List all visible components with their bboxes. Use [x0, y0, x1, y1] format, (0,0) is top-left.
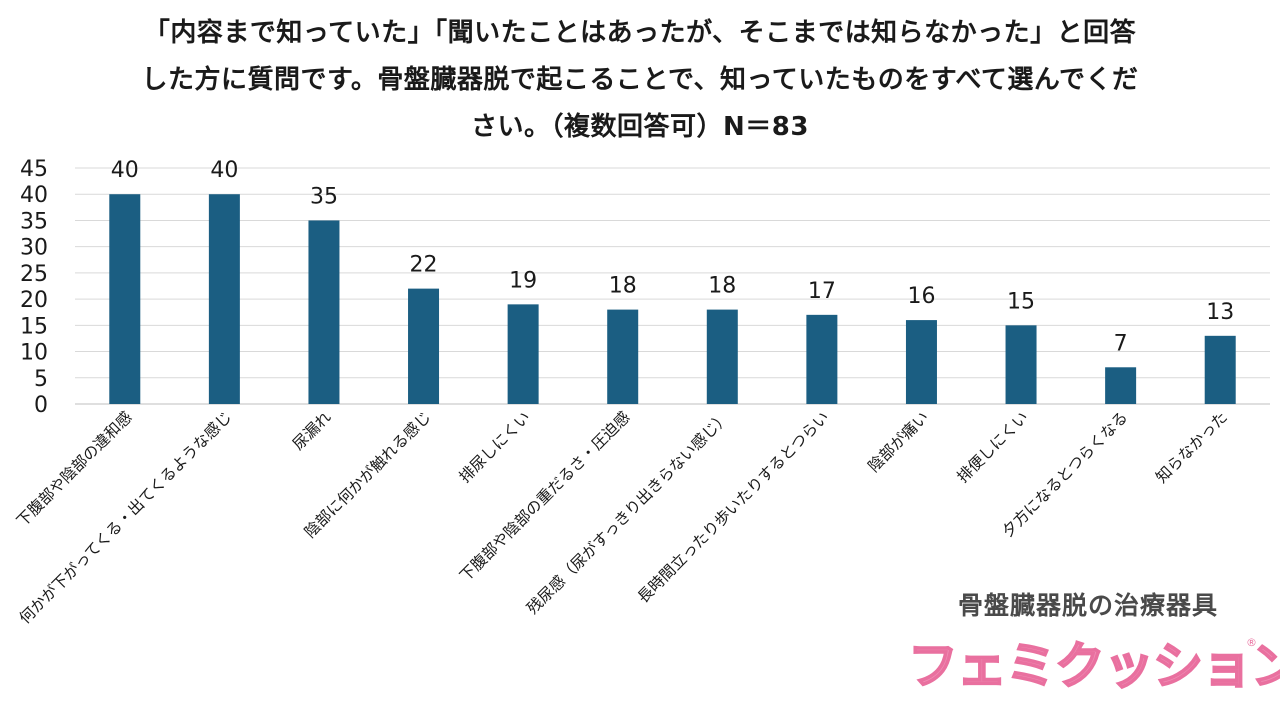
data-label: 7 [1114, 331, 1128, 356]
data-label: 22 [410, 253, 438, 278]
bar [109, 194, 141, 404]
bar [1005, 325, 1037, 404]
x-category-label: 陰部が痛い [865, 408, 933, 476]
y-tick-label: 35 [20, 209, 48, 234]
y-tick-label: 5 [34, 367, 48, 392]
x-category-label: 下腹部や陰部の重だるさ・圧迫感 [456, 408, 633, 585]
data-label: 18 [609, 274, 637, 299]
y-tick-label: 10 [20, 341, 48, 366]
y-tick-label: 30 [20, 236, 48, 261]
data-label: 40 [111, 158, 139, 183]
chart-title-line-2: した方に質問です。骨盤臓器脱で起こることで、知っていたものをすべて選んでくだ [141, 65, 1139, 95]
bar [1105, 367, 1137, 404]
brand-logo: フェミクッション [907, 636, 1280, 696]
bar [706, 309, 738, 404]
registered-mark: ® [1246, 636, 1257, 649]
brand-subtitle: 骨盤臓器脱の治療器具 [958, 591, 1219, 620]
bar [1204, 335, 1236, 404]
data-label: 13 [1206, 300, 1234, 325]
chart-title-line-3: さい。（複数回答可）N＝83 [471, 112, 809, 142]
data-label: 17 [808, 279, 836, 304]
bar [905, 320, 937, 404]
x-category-label: 尿漏れ [289, 408, 335, 454]
y-tick-label: 25 [20, 262, 48, 287]
bar [408, 288, 440, 404]
y-tick-label: 40 [20, 183, 48, 208]
bar [507, 304, 539, 404]
x-category-label: 排便しにくい [954, 408, 1032, 486]
x-category-label: 残尿感（尿がすっきり出きらない感じ） [524, 408, 734, 618]
brand-block: 骨盤臓器脱の治療器具 フェミクッション ® [900, 586, 1280, 706]
data-label: 35 [310, 184, 338, 209]
x-category-label: 知らなかった [1153, 408, 1231, 486]
chart-title: 「内容まで知っていた」「聞いたことはあったが、そこまでは知らなかった」と回答 し… [110, 10, 1170, 151]
y-tick-label: 0 [34, 393, 48, 418]
data-label: 40 [210, 158, 238, 183]
x-category-label: 何かが下がってくる・出てくるような感じ [16, 408, 235, 627]
bar [308, 220, 340, 404]
bar [806, 314, 838, 404]
y-tick-label: 15 [20, 314, 48, 339]
data-label: 15 [1007, 289, 1035, 314]
data-label: 16 [907, 284, 935, 309]
x-category-label: 長時間立ったり歩いたりするとつらい [634, 408, 833, 607]
x-category-label: 排尿しにくい [456, 408, 534, 486]
y-tick-label: 45 [20, 157, 48, 182]
bar [607, 309, 639, 404]
bar [208, 194, 240, 404]
chart-title-line-1: 「内容まで知っていた」「聞いたことはあったが、そこまでは知らなかった」と回答 [143, 18, 1137, 48]
data-label: 18 [708, 274, 736, 299]
data-label: 19 [509, 268, 537, 293]
y-tick-label: 20 [20, 288, 48, 313]
